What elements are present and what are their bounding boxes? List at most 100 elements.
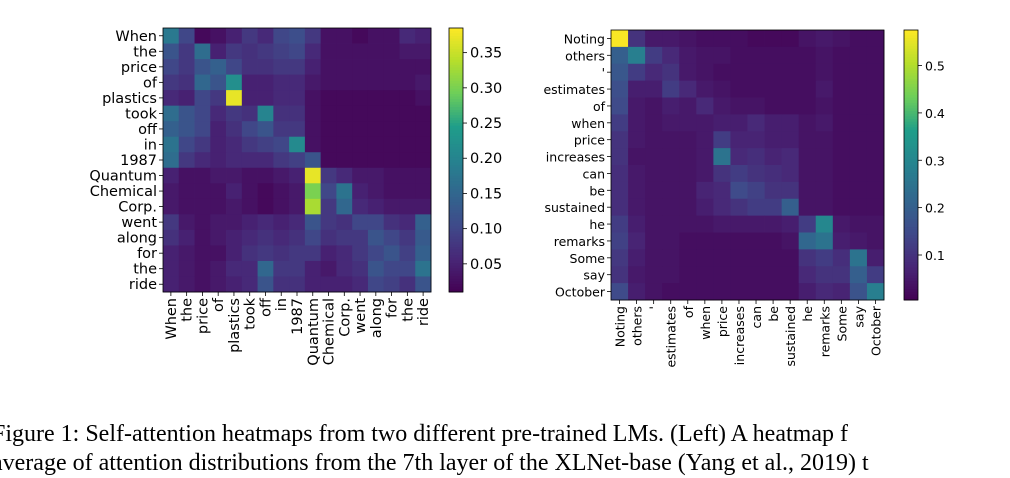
heatmap-cell [765, 30, 782, 47]
heatmap-cell [696, 266, 713, 283]
heatmap-cell [399, 121, 415, 137]
heatmap-cell [713, 114, 730, 131]
heatmap-cell [730, 283, 747, 300]
heatmap-cell [242, 121, 258, 137]
attention-heatmap-figure: Whenthepriceofplasticstookoffin1987Quant… [0, 0, 1010, 420]
heatmap-cell [679, 47, 696, 64]
heatmap-cell [273, 214, 289, 230]
heatmap-panel-xlnet: Whenthepriceofplasticstookoffin1987Quant… [89, 28, 432, 366]
heatmap-cell [679, 233, 696, 250]
x-tick-label: of [681, 305, 696, 318]
heatmap-cell [765, 283, 782, 300]
heatmap-cell [679, 199, 696, 216]
heatmap-cell [399, 44, 415, 60]
heatmap-cell [867, 30, 884, 47]
heatmap-cell [368, 168, 384, 184]
heatmap-cell [816, 249, 833, 266]
heatmap-cell [628, 98, 645, 115]
heatmap-cell [336, 276, 352, 292]
heatmap-cell [611, 98, 628, 115]
heatmap-cell [163, 137, 179, 153]
heatmap-cell [273, 230, 289, 246]
heatmap-cell [226, 276, 242, 292]
heatmap-cell [833, 47, 850, 64]
heatmap-cell [242, 106, 258, 122]
x-tick-label: ride [416, 298, 432, 326]
heatmap-cell [833, 114, 850, 131]
heatmap-cell [748, 233, 765, 250]
heatmap-cell [765, 98, 782, 115]
heatmap-cell [850, 233, 867, 250]
heatmap-cell [195, 121, 211, 137]
heatmap-cell [415, 44, 431, 60]
heatmap-cell [305, 214, 321, 230]
y-tick-label: Corp. [118, 200, 157, 216]
heatmap-cell [368, 44, 384, 60]
x-tick-label: took [243, 297, 259, 329]
heatmap-cell [816, 199, 833, 216]
heatmap-cell [242, 137, 258, 153]
heatmap-cell [662, 131, 679, 148]
heatmap-cell [628, 114, 645, 131]
heatmap-cell [415, 214, 431, 230]
heatmap-cell [850, 148, 867, 165]
heatmap-cell [258, 44, 274, 60]
y-tick-label: he [589, 217, 605, 232]
heatmap-cell [289, 168, 305, 184]
x-tick-label: Quantum [306, 298, 322, 366]
heatmap-cell [258, 245, 274, 261]
heatmap-cell [645, 47, 662, 64]
y-tick-label: remarks [554, 234, 605, 249]
heatmap-cell [352, 106, 368, 122]
heatmap-cell [782, 249, 799, 266]
heatmap-cell [679, 131, 696, 148]
heatmap-cell [765, 216, 782, 233]
heatmap-cell [765, 249, 782, 266]
heatmap-cell [399, 137, 415, 153]
heatmap-cell [273, 245, 289, 261]
heatmap-cell [611, 266, 628, 283]
heatmap-cell [415, 59, 431, 75]
heatmap-cell [305, 59, 321, 75]
heatmap-cell [210, 245, 226, 261]
heatmap-cell [867, 233, 884, 250]
heatmap-cell [384, 168, 400, 184]
heatmap-cell [399, 230, 415, 246]
heatmap-cell [273, 137, 289, 153]
y-tick-label: Some [570, 251, 606, 266]
heatmap-cell [782, 30, 799, 47]
y-tick-label: estimates [543, 82, 605, 97]
heatmap-cell [833, 266, 850, 283]
x-tick-label: off [258, 297, 274, 317]
heatmap-cell [816, 64, 833, 81]
heatmap-cell [321, 28, 337, 44]
heatmap-cell [305, 245, 321, 261]
heatmap-cell [226, 59, 242, 75]
heatmap-cell [210, 106, 226, 122]
heatmap-cell [850, 81, 867, 98]
heatmap-cell [195, 245, 211, 261]
heatmap-cell [368, 75, 384, 91]
heatmap-cell [226, 44, 242, 60]
heatmap-cell [833, 98, 850, 115]
heatmap-cell [628, 182, 645, 199]
heatmap-cell [352, 59, 368, 75]
heatmap-cell [415, 168, 431, 184]
heatmap-cell [210, 90, 226, 106]
heatmap-cell [195, 59, 211, 75]
heatmap-cell [384, 44, 400, 60]
heatmap-cell [611, 216, 628, 233]
x-tick-label: Chemical [322, 298, 338, 365]
x-tick-label: he [800, 306, 815, 322]
heatmap-cell [163, 90, 179, 106]
heatmap-cell [730, 148, 747, 165]
x-tick-label: in [274, 298, 290, 311]
heatmap-cell [645, 30, 662, 47]
heatmap-cell [662, 47, 679, 64]
heatmap-cell [289, 137, 305, 153]
heatmap-cell [696, 114, 713, 131]
heatmap-cell [399, 75, 415, 91]
heatmap-cell [696, 182, 713, 199]
heatmap-cell [765, 64, 782, 81]
heatmap-cell [816, 165, 833, 182]
